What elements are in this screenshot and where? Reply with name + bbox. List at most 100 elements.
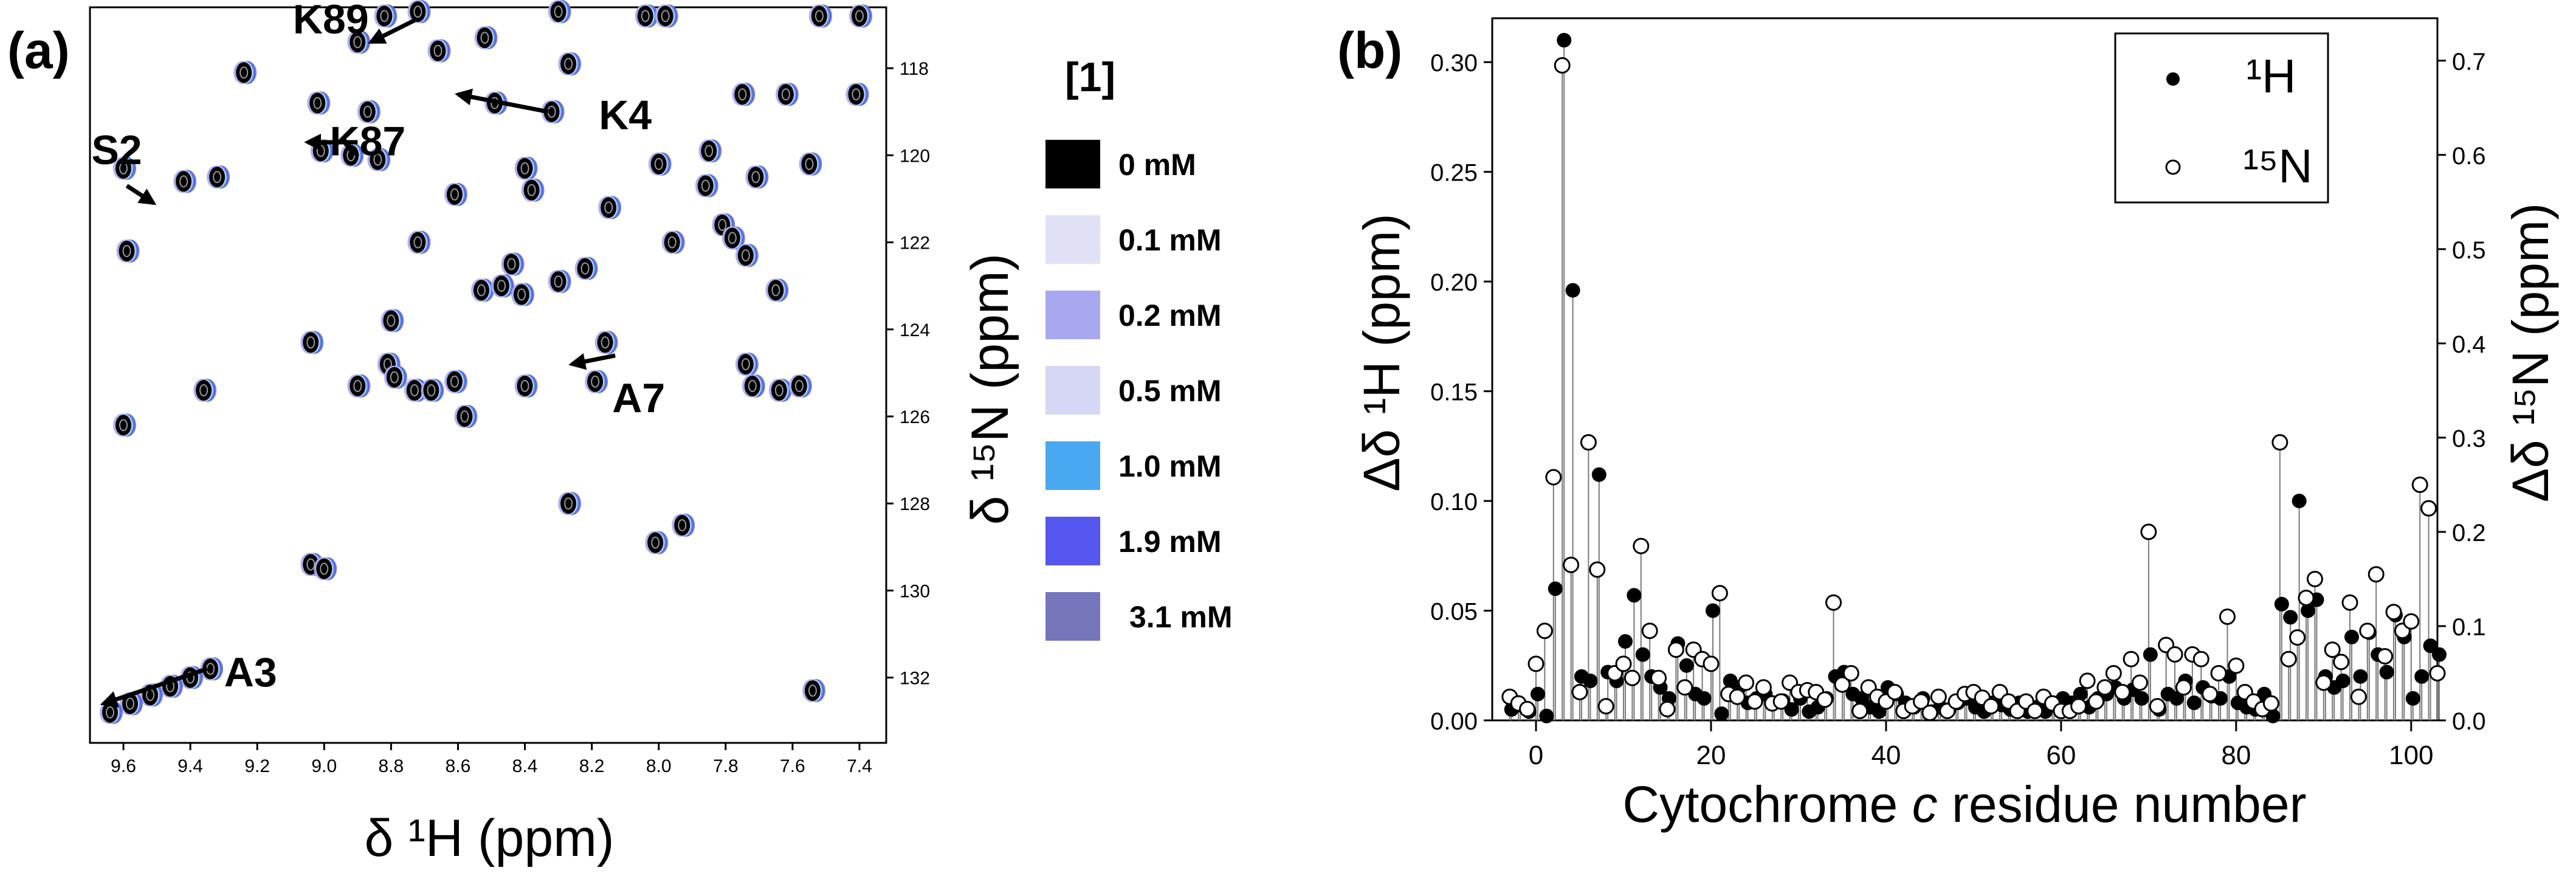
n15-point-4 [1536, 623, 1553, 640]
h1-point-104 [2414, 669, 2430, 684]
peak-2 [548, 0, 571, 24]
peak-39 [721, 226, 745, 250]
peak-12 [307, 91, 331, 115]
peak-6-inner-contour [855, 10, 864, 22]
legend-label-6: 3.1 mM [1129, 600, 1233, 634]
peak-45-inner-contour [580, 262, 590, 275]
peak-1-reference-contour [410, 1, 426, 22]
peak-48-reference-contour [303, 332, 319, 353]
h1-point-73 [2143, 647, 2158, 662]
peak-4 [655, 4, 678, 28]
h1-point-78 [2186, 695, 2202, 711]
peak-44-reference-contour [550, 271, 567, 292]
peak-4-reference-contour [657, 5, 673, 27]
legend-swatch-6 [1045, 592, 1100, 641]
h1-point-32 [1784, 702, 1799, 717]
peak-67-inner-contour [678, 519, 687, 532]
b-yr-tick-label-4: 0.4 [2452, 331, 2486, 358]
h1-point-72 [2134, 691, 2149, 706]
peak-46-reference-contour [768, 280, 784, 301]
peak-57 [514, 374, 538, 398]
panel-a-label: (a) [7, 22, 70, 79]
peak-42 [491, 274, 515, 298]
peak-61-reference-contour [791, 375, 807, 396]
peak-32 [598, 196, 622, 219]
peak-36-reference-contour [410, 232, 426, 253]
n15-point-7 [1563, 556, 1580, 573]
peak-38 [661, 230, 685, 254]
n15-point-67 [2087, 693, 2104, 710]
peak-65-inner-contour [564, 497, 573, 510]
peak-37-reference-contour [503, 253, 520, 275]
h1-point-97 [2353, 669, 2368, 684]
n15-point-76 [2166, 646, 2183, 663]
peak-53-reference-contour [350, 375, 366, 396]
b-x-tick-label-3: 60 [2046, 740, 2076, 770]
h1-point-7 [1565, 283, 1580, 298]
peak-74-reference-contour [122, 693, 139, 714]
peak-76-inner-contour [808, 685, 817, 697]
a-x-tick-label-8: 8.0 [646, 756, 672, 776]
peak-41-reference-contour [473, 280, 489, 301]
peak-23 [367, 148, 391, 171]
peak-20 [207, 165, 230, 189]
annotation-arrow-s2 [125, 184, 157, 205]
h1-point-4 [1539, 708, 1554, 723]
panel-a-y-ticks: 118 120 122 124 126 128 130 132 [886, 59, 930, 689]
peak-30 [444, 182, 467, 206]
legend-label-5: 1.9 mM [1118, 525, 1222, 559]
peak-48 [300, 331, 324, 354]
n15-point-39 [1842, 664, 1859, 681]
n15-point-69 [2105, 664, 2122, 681]
n15-point-6 [1554, 57, 1571, 74]
a-y-tick-label-0: 118 [900, 59, 929, 79]
peak-2-inner-contour [554, 5, 563, 18]
peak-29 [799, 152, 822, 176]
peak-70-reference-contour [202, 658, 219, 680]
b-x-tick-label-1: 20 [1696, 740, 1726, 770]
panel-b-y-left-label: Δδ ¹H (ppm) [1353, 213, 1410, 492]
n15-point-29 [1755, 679, 1772, 696]
b-x-tick-label-0: 0 [1529, 740, 1543, 770]
peak-20-inner-contour [213, 171, 222, 184]
n15-point-89 [2280, 650, 2297, 667]
peak-7 [347, 30, 371, 54]
n15-point-31 [1772, 693, 1789, 710]
peak-0-reference-contour [376, 5, 393, 27]
peak-60 [768, 379, 792, 402]
h1-point-106 [2432, 647, 2447, 662]
peak-36-inner-contour [413, 236, 422, 249]
n15-point-47 [1913, 693, 1930, 710]
peak-8-inner-contour [433, 44, 443, 57]
peak-27 [698, 139, 722, 163]
peak-66 [645, 531, 669, 554]
panel-b-x-ticks: 0 20 40 60 80 100 [1529, 720, 2434, 770]
n15-point-19 [1667, 641, 1684, 658]
peak-52 [735, 353, 759, 376]
peak-47 [381, 309, 404, 333]
n15-point-92 [2306, 570, 2323, 587]
peak-45 [574, 257, 598, 280]
n15-point-70 [2114, 683, 2131, 700]
n15-point-38 [1834, 676, 1851, 693]
peak-30-reference-contour [446, 184, 463, 205]
peak-22-inner-contour [346, 149, 356, 162]
h1-point-14 [1627, 588, 1642, 603]
peak-4-inner-contour [661, 10, 670, 22]
panel-b-markers [1501, 33, 2447, 723]
a-x-tick-label-1: 9.4 [177, 756, 203, 776]
n15-point-95 [2333, 654, 2350, 671]
panel-a-legend-title: [1] [1065, 54, 1115, 100]
peak-40 [735, 244, 759, 267]
peak-55 [421, 379, 444, 402]
peak-35 [116, 239, 140, 263]
peak-60-reference-contour [771, 380, 787, 401]
panel-a-plot-area [89, 6, 887, 744]
peak-31-inner-contour [527, 184, 536, 196]
b-yl-tick-label-0: 0.00 [1430, 708, 1478, 735]
n15-point-72 [2131, 674, 2148, 691]
panel-a-x-axis-label: δ ¹H (ppm) [365, 809, 615, 867]
n15-point-18 [1659, 700, 1676, 717]
peak-58-reference-contour [587, 371, 604, 392]
peak-33-inner-contour [701, 179, 710, 192]
